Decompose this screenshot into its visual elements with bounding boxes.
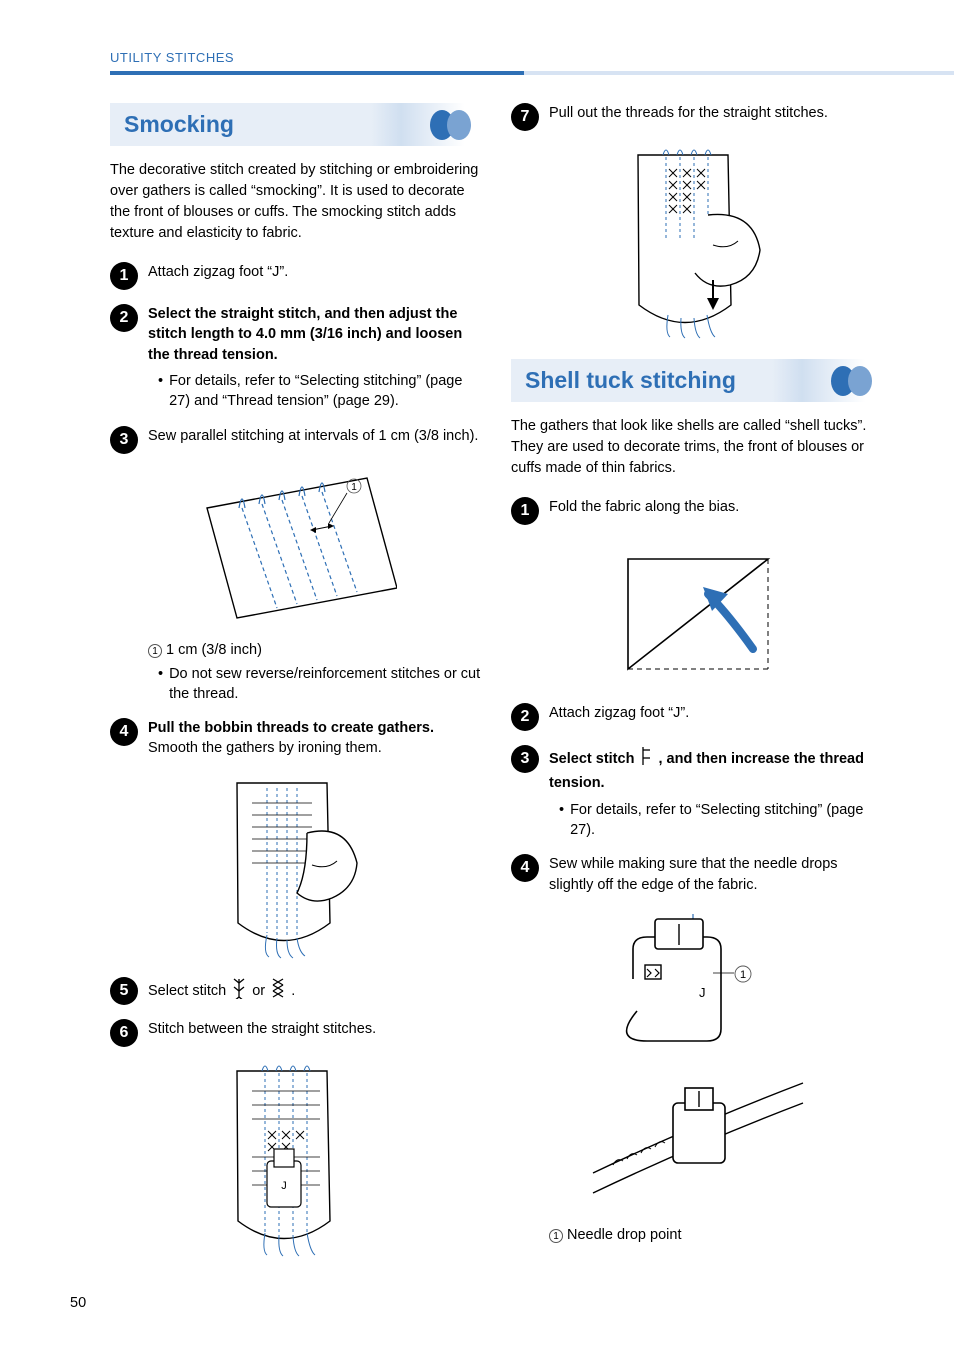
right-column: 7 Pull out the threads for the straight … [511, 103, 884, 1275]
svg-text:1: 1 [739, 969, 745, 981]
step-text-bold: Pull the bobbin threads to create gather… [148, 720, 434, 736]
step-number: 1 [110, 262, 138, 290]
step-number: 5 [110, 977, 138, 1005]
shell-step-1: 1 Fold the fabric along the bias. [511, 497, 884, 525]
svg-text:1: 1 [351, 482, 357, 493]
step-number: 3 [110, 426, 138, 454]
step-bullet: Do not sew reverse/reinforcement stitche… [158, 664, 483, 705]
diagram-stitch-between: J [110, 1061, 483, 1261]
step-6: 6 Stitch between the straight stitches. [110, 1019, 483, 1047]
step-number: 6 [110, 1019, 138, 1047]
step-number: 7 [511, 103, 539, 131]
step-1: 1 Attach zigzag foot “J”. [110, 262, 483, 290]
step-text: Attach zigzag foot “J”. [148, 262, 483, 282]
section-heading-shell: Shell tuck stitching [511, 359, 884, 402]
callout-1: 11 cm (3/8 inch) [148, 642, 483, 658]
section-heading-smocking: Smocking [110, 103, 483, 146]
step-text: Fold the fabric along the bias. [549, 497, 884, 517]
section-title: Shell tuck stitching [525, 367, 870, 394]
intro-text: The gathers that look like shells are ca… [511, 416, 884, 479]
step-4: 4 Pull the bobbin threads to create gath… [110, 718, 483, 759]
step-2: 2 Select the straight stitch, and then a… [110, 304, 483, 411]
left-column: Smocking The decorative stitch created b… [110, 103, 483, 1275]
step-text: Attach zigzag foot “J”. [549, 703, 884, 723]
stitch-shell-icon [640, 745, 652, 773]
step-7: 7 Pull out the threads for the straight … [511, 103, 884, 131]
step-text: Stitch between the straight stitches. [148, 1019, 483, 1039]
intro-text: The decorative stitch created by stitchi… [110, 160, 483, 244]
diagram-needle-drop: J 1 [511, 909, 884, 1049]
step-bullet: For details, refer to “Selecting stitchi… [559, 800, 884, 841]
shell-step-3: 3 Select stitch , and then increase the … [511, 745, 884, 840]
heading-decoration [830, 365, 876, 397]
diagram-fold-bias [511, 539, 884, 689]
shell-step-4: 4 Sew while making sure that the needle … [511, 854, 884, 895]
step-text: Select stitch or . [148, 977, 483, 1005]
callout-needle-drop: 1Needle drop point [549, 1227, 884, 1243]
step-number: 2 [511, 703, 539, 731]
stitch-feather-icon [232, 977, 246, 1005]
diagram-gather [110, 773, 483, 963]
step-number: 1 [511, 497, 539, 525]
step-text: Select the straight stitch, and then adj… [148, 304, 483, 365]
step-5: 5 Select stitch or . [110, 977, 483, 1005]
header-rule [110, 71, 954, 75]
step-number: 2 [110, 304, 138, 332]
step-text: Sew parallel stitching at intervals of 1… [148, 426, 483, 446]
step-number: 3 [511, 745, 539, 773]
diagram-shell-result [511, 1063, 884, 1213]
step-bullet: For details, refer to “Selecting stitchi… [158, 371, 483, 412]
step-3: 3 Sew parallel stitching at intervals of… [110, 426, 483, 454]
step-text: Sew while making sure that the needle dr… [549, 854, 884, 895]
section-title: Smocking [124, 111, 469, 138]
stitch-cross-icon [271, 977, 285, 1005]
svg-text:J: J [699, 985, 706, 1000]
svg-text:J: J [281, 1180, 287, 1192]
diagram-pull-threads [511, 145, 884, 345]
step-number: 4 [511, 854, 539, 882]
step-text: Pull out the threads for the straight st… [549, 103, 884, 123]
step-number: 4 [110, 718, 138, 746]
page-number: 50 [70, 1295, 884, 1311]
shell-step-2: 2 Attach zigzag foot “J”. [511, 703, 884, 731]
heading-decoration [429, 109, 475, 141]
breadcrumb: UTILITY STITCHES [110, 50, 884, 65]
diagram-parallel-stitching: 1 [110, 468, 483, 628]
